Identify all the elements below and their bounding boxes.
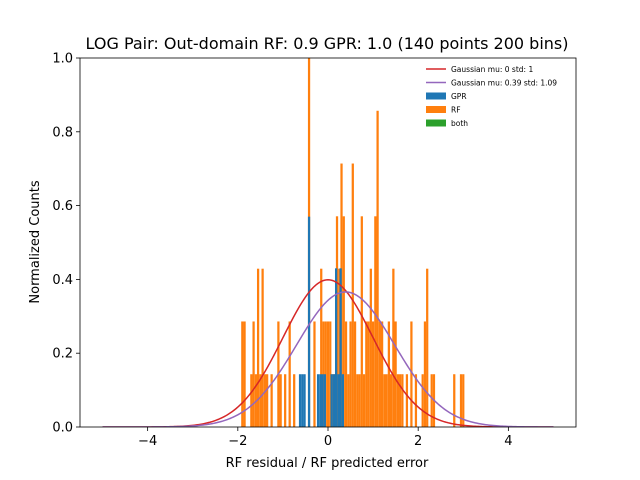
bar-rf-12 <box>279 374 282 427</box>
bar-gpr-4 <box>316 374 320 427</box>
bar-rf-30 <box>347 374 350 427</box>
x-tick-label-2: 0 <box>324 434 332 449</box>
bar-rf-55 <box>405 374 409 427</box>
bar-rf-29 <box>344 321 348 427</box>
plot-area <box>102 58 554 427</box>
bar-rf-58 <box>421 374 424 427</box>
y-tick-label-4: 0.8 <box>52 125 73 140</box>
bar-rf-52 <box>396 374 400 427</box>
bar-rf-37 <box>362 374 366 427</box>
legend-label-0: Gaussian mu: 0 std: 1 <box>451 65 533 74</box>
y-tick-label-3: 0.6 <box>52 199 73 214</box>
bar-rf-18 <box>320 268 323 427</box>
y-tick-label-0: 0.0 <box>52 421 73 436</box>
bar-rf-7 <box>261 268 264 427</box>
legend-patch-3 <box>426 106 446 113</box>
legend: Gaussian mu: 0 std: 1 Gaussian mu: 0.39 s… <box>426 65 557 128</box>
legend-patch-2 <box>426 92 446 100</box>
bar-gpr-0 <box>298 374 302 427</box>
bar-rf-33 <box>353 321 357 427</box>
bar-rf-36 <box>360 216 363 427</box>
bar-rf-41 <box>371 321 375 427</box>
bar-rf-47 <box>385 374 388 427</box>
bar-rf-49 <box>390 374 393 427</box>
bar-rf-17 <box>313 321 316 427</box>
bar-rf-15 <box>293 374 296 427</box>
legend-label-4: both <box>451 119 468 128</box>
bar-gpr-10 <box>334 268 338 427</box>
bar-rf-61 <box>430 374 433 427</box>
legend-label-2: GPR <box>451 92 467 101</box>
bar-rf-63 <box>453 374 456 427</box>
bar-rf-8 <box>263 374 266 427</box>
legend-label-3: RF <box>451 106 461 115</box>
bar-rf-21 <box>326 321 330 427</box>
bar-rf-10 <box>270 374 273 427</box>
bar-rf-59 <box>423 321 427 427</box>
x-axis-label: RF residual / RF predicted error <box>226 456 429 471</box>
bar-rf-6 <box>259 374 262 427</box>
bar-rf-3 <box>252 321 255 427</box>
bar-rf-39 <box>367 321 370 427</box>
bar-gpr-9 <box>332 374 335 427</box>
bar-rf-50 <box>392 268 395 427</box>
x-tick-label-0: −4 <box>138 434 157 449</box>
bar-rf-40 <box>369 268 372 427</box>
bar-rf-9 <box>266 374 269 427</box>
bar-rf-28 <box>342 216 345 427</box>
bar-rf-45 <box>380 321 384 427</box>
bar-rf-53 <box>399 374 402 427</box>
bar-rf-14 <box>288 321 291 427</box>
bar-gpr-7 <box>323 374 326 427</box>
bar-rf-5 <box>256 268 260 427</box>
x-tick-label-4: 4 <box>504 434 512 449</box>
bar-rf-13 <box>284 374 287 427</box>
bar-gpr-2 <box>303 374 306 427</box>
bar-rf-57 <box>414 374 418 427</box>
bar-rf-56 <box>410 321 413 427</box>
bar-rf-43 <box>376 110 379 427</box>
bar-rf-0 <box>241 321 244 427</box>
bar-rf-38 <box>365 321 368 427</box>
y-tick-label-1: 0.2 <box>52 347 73 362</box>
bar-rf-34 <box>356 374 359 427</box>
bar-rf-64 <box>459 374 463 427</box>
bar-rf-32 <box>351 163 354 427</box>
bar-gpr-11 <box>337 374 340 427</box>
x-tick-label-3: 2 <box>414 434 422 449</box>
y-tick-label-5: 1.0 <box>52 52 73 67</box>
y-axis-label: Normalized Counts <box>28 180 43 303</box>
bar-gpr-1 <box>301 374 304 427</box>
y-tick-label-2: 0.4 <box>52 273 73 288</box>
bar-rf-54 <box>401 374 404 427</box>
legend-patch-4 <box>426 119 446 127</box>
bar-gpr-8 <box>330 374 333 427</box>
bar-rf-48 <box>387 321 390 427</box>
bar-gpr-6 <box>321 374 324 427</box>
bar-rf-26 <box>338 268 341 427</box>
x-tick-label-1: −2 <box>228 434 247 449</box>
bar-gpr-13 <box>341 374 344 427</box>
bar-rf-42 <box>374 216 377 427</box>
legend-label-1: Gaussian mu: 0.39 std: 1.09 <box>451 79 557 88</box>
bar-gpr-3 <box>307 216 311 427</box>
bar-rf-60 <box>426 268 429 427</box>
bar-rf-1 <box>243 321 246 427</box>
bar-gpr-5 <box>319 374 322 427</box>
bar-rf-44 <box>378 321 381 427</box>
bar-rf-35 <box>358 374 361 427</box>
bar-rf-51 <box>394 321 397 427</box>
bar-rf-31 <box>349 321 352 427</box>
bar-rf-2 <box>250 374 253 427</box>
bar-rf-65 <box>462 374 465 427</box>
axes: −4 −2 0 2 4 0.0 0.2 0.4 0.6 0.8 1.0 <box>52 52 577 449</box>
chart-title: LOG Pair: Out-domain RF: 0.9 GPR: 1.0 (1… <box>86 34 569 53</box>
bar-rf-46 <box>383 374 386 427</box>
bar-rf-22 <box>329 321 332 427</box>
bar-gpr-12 <box>339 268 342 427</box>
